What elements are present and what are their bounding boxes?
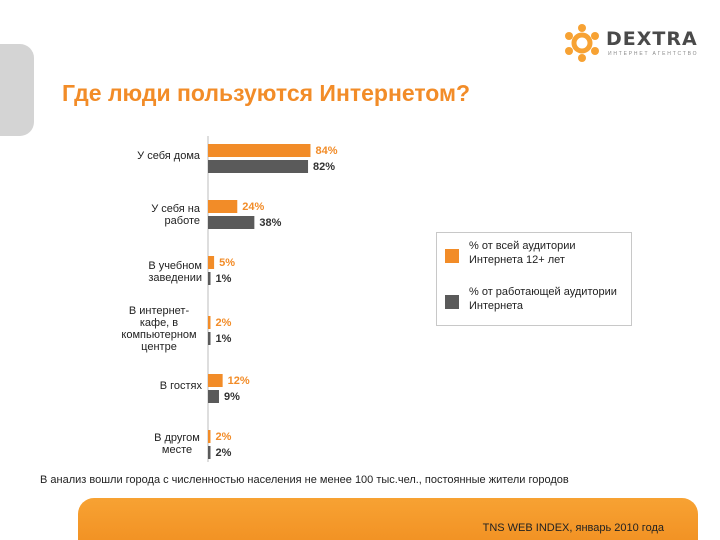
chart-legend: % от всей аудитории Интернета 12+ лет % … bbox=[436, 232, 632, 326]
value-label-series1-cat5: 2% bbox=[216, 447, 232, 459]
value-label-series1-cat1: 38% bbox=[259, 217, 281, 229]
methodology-note: В анализ вошли города с численностью нас… bbox=[40, 474, 569, 486]
bar-series1-cat3 bbox=[208, 332, 211, 345]
category-label-2: В учебном заведении bbox=[148, 260, 202, 284]
logo-tagline: ИНТЕРНЕТ АГЕНТСТВО bbox=[608, 51, 699, 57]
bar-series0-cat2 bbox=[208, 256, 215, 269]
bar-series1-cat1 bbox=[208, 216, 255, 229]
value-label-series0-cat0: 84% bbox=[315, 145, 337, 157]
page-title: Где люди пользуются Интернетом? bbox=[62, 80, 471, 106]
bar-series1-cat2 bbox=[208, 272, 211, 285]
bar-series0-cat3 bbox=[208, 316, 211, 329]
bar-series0-cat4 bbox=[208, 374, 223, 387]
legend-item-1: % от работающей аудитории Интернета bbox=[445, 285, 619, 313]
value-label-series1-cat3: 1% bbox=[216, 333, 232, 345]
bar-series1-cat4 bbox=[208, 390, 219, 403]
value-label-series0-cat5: 2% bbox=[216, 431, 232, 443]
legend-label-1: % от работающей аудитории Интернета bbox=[469, 286, 617, 312]
bar-series0-cat0 bbox=[208, 144, 311, 157]
legend-swatch-orange bbox=[445, 249, 459, 263]
value-label-series0-cat2: 5% bbox=[219, 257, 235, 269]
legend-label-0: % от всей аудитории Интернета 12+ лет bbox=[469, 240, 576, 266]
footer-bar: TNS WEB INDEX, январь 2010 года bbox=[78, 498, 698, 540]
category-label-5: В другом месте bbox=[154, 432, 200, 456]
value-label-series1-cat2: 1% bbox=[216, 273, 232, 285]
bar-series1-cat0 bbox=[208, 160, 309, 173]
category-label-0: У себя дома bbox=[137, 150, 200, 162]
category-label-1: У себя на работе bbox=[151, 203, 200, 227]
source-label: TNS WEB INDEX, январь 2010 года bbox=[482, 522, 664, 534]
logo-name: DEXTRA bbox=[606, 28, 698, 50]
bar-series1-cat5 bbox=[208, 446, 211, 459]
category-label-4: В гостях bbox=[159, 380, 202, 392]
value-label-series1-cat4: 9% bbox=[224, 391, 240, 403]
bar-series0-cat5 bbox=[208, 430, 211, 443]
category-label-3: В интернет- кафе, в компьютерном центре bbox=[121, 305, 197, 353]
value-label-series0-cat1: 24% bbox=[242, 201, 264, 213]
value-label-series1-cat0: 82% bbox=[313, 161, 335, 173]
bar-series0-cat1 bbox=[208, 200, 238, 213]
value-label-series0-cat4: 12% bbox=[228, 375, 250, 387]
gear-cluster-icon bbox=[565, 24, 599, 62]
value-label-series0-cat3: 2% bbox=[216, 317, 232, 329]
logo: DEXTRA ИНТЕРНЕТ АГЕНТСТВО bbox=[562, 22, 707, 64]
left-side-tab bbox=[0, 44, 34, 136]
legend-item-0: % от всей аудитории Интернета 12+ лет bbox=[445, 239, 619, 267]
legend-swatch-gray bbox=[445, 295, 459, 309]
